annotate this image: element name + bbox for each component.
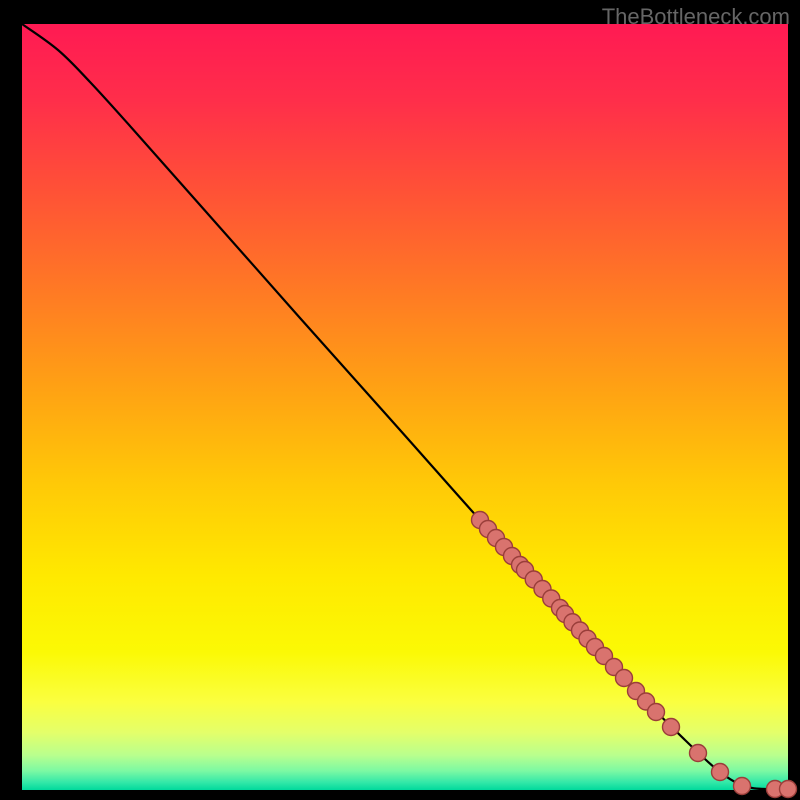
data-marker xyxy=(504,548,521,565)
data-marker xyxy=(587,639,604,656)
data-marker xyxy=(663,719,680,736)
data-marker xyxy=(543,590,560,607)
data-marker xyxy=(517,562,534,579)
data-marker xyxy=(616,670,633,687)
data-markers xyxy=(472,512,797,798)
data-marker xyxy=(480,521,497,538)
data-marker xyxy=(767,781,784,798)
data-marker xyxy=(780,781,797,798)
curve-layer xyxy=(0,0,800,800)
data-marker xyxy=(690,745,707,762)
data-marker xyxy=(525,571,542,588)
data-marker xyxy=(512,557,529,574)
data-marker xyxy=(606,659,623,676)
data-marker xyxy=(488,530,505,547)
chart-stage: TheBottleneck.com xyxy=(0,0,800,800)
data-marker xyxy=(648,704,665,721)
data-marker xyxy=(734,778,751,795)
data-marker xyxy=(638,693,655,710)
data-marker xyxy=(628,683,645,700)
data-marker xyxy=(534,581,551,598)
data-marker xyxy=(596,648,613,665)
data-marker xyxy=(552,600,569,617)
data-marker xyxy=(572,622,589,639)
data-marker xyxy=(712,764,729,781)
data-marker xyxy=(496,539,513,556)
data-marker xyxy=(564,614,581,631)
data-marker xyxy=(472,512,489,529)
plot-area xyxy=(0,0,800,800)
gradient-background xyxy=(22,24,788,790)
watermark-text: TheBottleneck.com xyxy=(602,4,790,30)
bottleneck-curve xyxy=(22,24,788,789)
data-marker xyxy=(557,606,574,623)
data-marker xyxy=(579,630,596,647)
